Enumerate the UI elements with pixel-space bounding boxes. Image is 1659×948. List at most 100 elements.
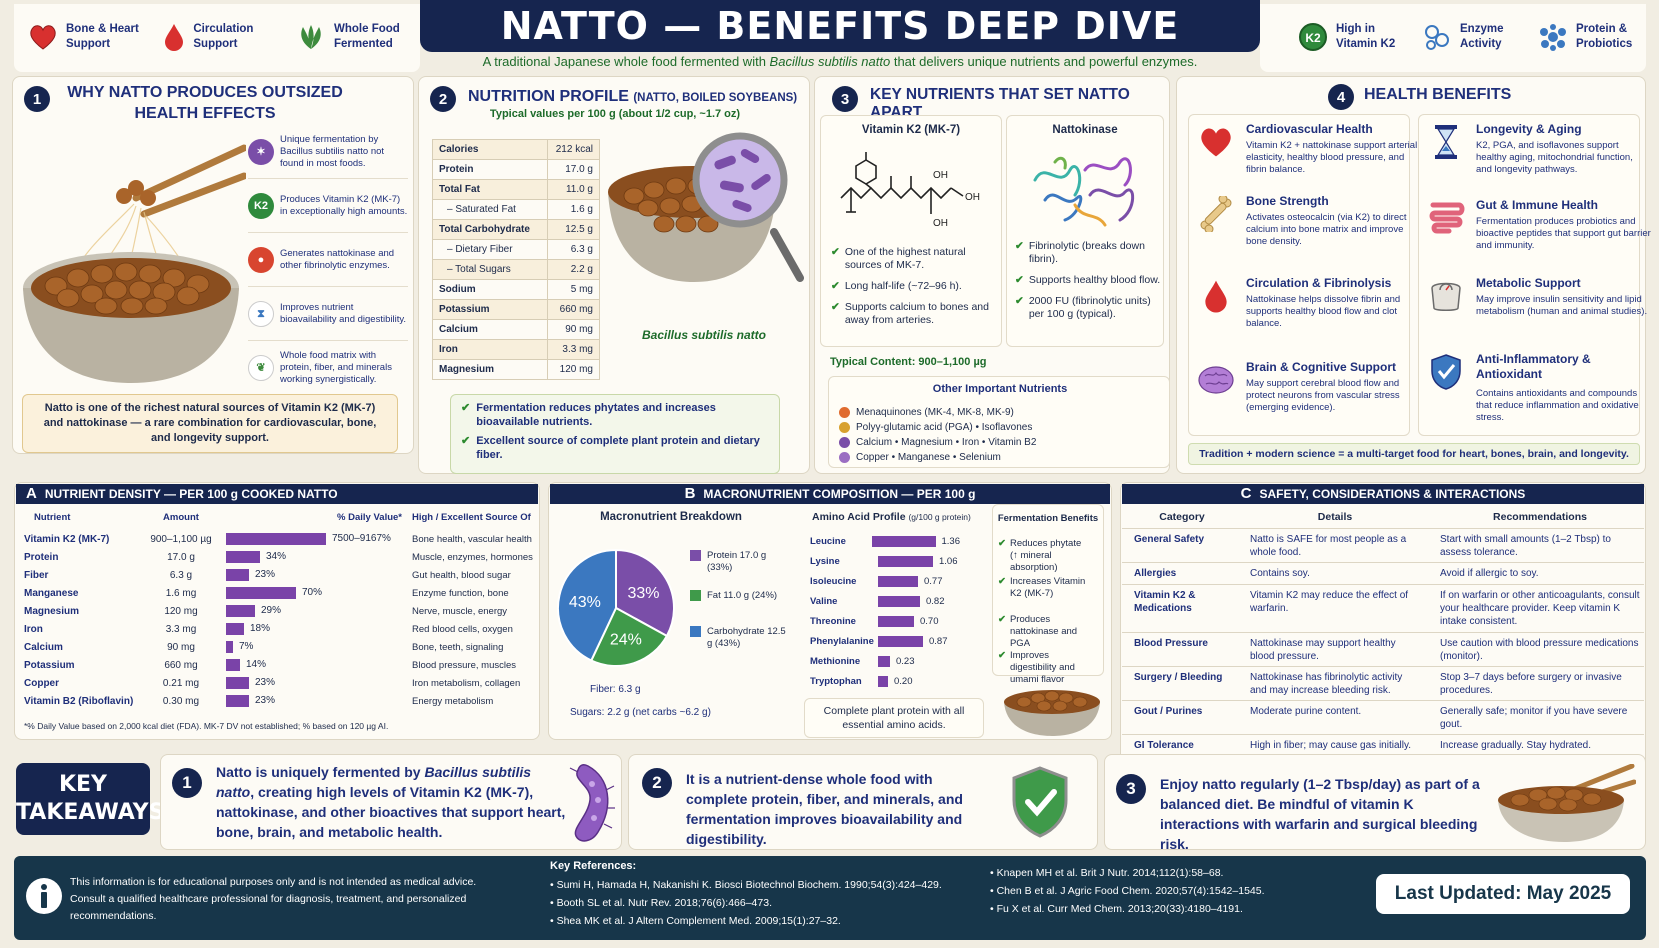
safety-details: Nattokinase may support healthy blood pr… <box>1250 638 1396 662</box>
safety-category: Gout / Purines <box>1134 706 1203 717</box>
pie-slice-label: 43% <box>569 594 601 611</box>
fermentation-card <box>992 504 1104 676</box>
bullet: ✔ 2000 FU (fibrinolytic units) per 100 g … <box>1015 295 1161 321</box>
list-item: Copper • Manganese • Selenium <box>839 450 1159 465</box>
nutrient-label: Magnesium <box>432 359 548 380</box>
pie-slice-protein <box>615 548 675 638</box>
dv-percent: 29% <box>261 605 282 616</box>
nutrient-amount: 17.0 g <box>167 551 195 563</box>
benefit-title: Brain & Cognitive Support <box>1246 360 1396 374</box>
k2-molecule-diagram: OH OH OH <box>840 152 980 229</box>
table-row: – Dietary Fiber 6.3 g <box>432 239 600 260</box>
list-item: ⧗ Improves nutrient bioavailability and d… <box>248 287 408 341</box>
list-item: Menaquinones (MK-4, MK-8, MK-9) <box>839 405 1159 420</box>
check-icon: ✔ <box>998 576 1006 587</box>
panel3-number: 3 <box>832 86 858 112</box>
table-row: Fiber 6.3 g 23% Gut health, blood sugar <box>24 566 534 584</box>
amino-name: Leucine <box>810 535 846 547</box>
legend-label: Fat 11.0 g (24%) <box>707 590 778 601</box>
amino-bar <box>878 575 918 587</box>
bullet-text: 2000 FU (fibrinolytic units) per 100 g (… <box>1028 295 1151 320</box>
check-icon: ✔ <box>998 650 1006 661</box>
list-item: ✶ Unique fermentation by Bacillus subtili… <box>248 125 408 179</box>
safety-col-header-category: Category <box>1159 511 1205 523</box>
dv-bar <box>226 695 249 707</box>
fermentation-item-text: Produces nattokinase and PGA <box>1009 614 1078 649</box>
source-of: Gut health, blood sugar <box>412 569 511 581</box>
safety-recommendation: Start with small amounts (1–2 Tbsp) to a… <box>1440 534 1611 558</box>
benefit-desc: K2, PGA, and isoflavones support healthy… <box>1476 140 1633 175</box>
section-letter: B <box>684 485 696 502</box>
nutrient-amount: 1.6 mg <box>165 587 197 599</box>
dv-bar <box>226 623 244 635</box>
list-item-text: Improves nutrient bioavailability and di… <box>280 301 407 325</box>
nutrient-label: Total Carbohydrate <box>432 219 548 240</box>
section-c-header: C SAFETY, CONSIDERATIONS & INTERACTIONS <box>1122 484 1644 504</box>
k2-icon: K2 <box>1298 22 1328 52</box>
check-item-text: Fermentation reduces phytates and increa… <box>476 402 716 428</box>
nutrient-name: Fiber <box>24 569 49 581</box>
heart-icon <box>28 22 58 52</box>
header-item-label: Circulation Support <box>193 23 254 50</box>
pie-slice-label: 24% <box>610 631 642 648</box>
panel1-callout: Natto is one of the richest natural sour… <box>22 394 398 453</box>
list-item-text: Generates nattokinase and other fibrinol… <box>280 247 395 271</box>
table-row: Vitamin K2 (MK-7) 900–1,100 µg 7500–9167% B… <box>24 530 534 548</box>
amino-value: 0.20 <box>894 675 913 687</box>
source-of: Bone health, vascular health <box>412 533 532 545</box>
nutrient-value: 660 mg <box>547 299 600 320</box>
table-header-row: Nutrient Amount % Daily Value* High / Excel… <box>24 508 534 526</box>
nutrient-name: Potassium <box>24 659 75 671</box>
nutrient-value: 212 kcal <box>547 139 600 160</box>
panel2-title: NUTRITION PROFILE (NATTO, BOILED SOYBEAN… <box>468 88 808 106</box>
header-item-label: Bone & Heart Support <box>66 23 139 50</box>
safety-recommendation: Stop 3–7 days before surgery or invasive… <box>1440 672 1622 696</box>
list-item-text: Whole food matrix with protein, fiber, a… <box>280 350 392 385</box>
table-row: Vitamin B2 (Riboflavin) 0.30 mg 23% Energy … <box>24 692 534 710</box>
nattokinase-bullets: ✔ Fibrinolytic (breaks down fibrin). ✔ Sup… <box>1015 240 1161 329</box>
amino-name: Phenylalanine <box>810 635 874 647</box>
check-icon: ✔ <box>461 435 471 447</box>
reference-text: Booth SL et al. Nutr Rev. 2018;76(6):466… <box>556 897 772 909</box>
legend-swatch <box>690 590 701 601</box>
list-item-text: Menaquinones (MK-4, MK-8, MK-9) <box>856 407 1014 418</box>
list-item-text: Unique fermentation by Bacillus subtilis… <box>280 133 385 169</box>
sugars-note: Sugars: 2.2 g (net carbs ~6.2 g) <box>570 707 711 718</box>
source-of: Blood pressure, muscles <box>412 659 517 671</box>
disclaimer: This information is for educational purp… <box>70 876 477 922</box>
header-item-bone-heart: Bone & Heart Support <box>28 22 148 52</box>
shield-check-icon <box>1012 766 1068 838</box>
k2-card-title: Vitamin K2 (MK-7) <box>861 124 961 136</box>
blood-drop-icon <box>1196 276 1236 316</box>
nutrient-dot-icon <box>839 437 850 448</box>
source-of: Iron metabolism, collagen <box>412 677 521 689</box>
safety-category: General Safety <box>1134 534 1205 545</box>
bacteria-icon <box>569 764 615 842</box>
table-row: Calories 212 kcal <box>432 139 600 160</box>
k2-card: Vitamin K2 (MK-7) OH OH OH ✔ One of the h… <box>820 115 1002 347</box>
panel2-number: 2 <box>430 86 456 112</box>
check-icon: ✔ <box>1015 240 1024 252</box>
table-row: Potassium 660 mg 14% Blood pressure, muscle… <box>24 656 534 674</box>
dv-bar-track: 23% <box>226 677 406 689</box>
bullet: ✔ Fibrinolytic (breaks down fibrin). <box>1015 240 1161 266</box>
hourglass-icon <box>1426 122 1466 162</box>
scale-icon <box>1426 276 1466 316</box>
header-item-probiotics: Protein & Probiotics <box>1538 22 1643 52</box>
table-row: Blood Pressure Nattokinase may support he… <box>1122 632 1644 666</box>
check-icon: ✔ <box>998 614 1006 625</box>
amino-bar-row: Threonine 0.70 <box>810 612 960 630</box>
benefit-title: Bone Strength <box>1246 194 1329 208</box>
legend-label: Carbohydrate 12.5 g (43%) <box>707 626 786 649</box>
fermentation-item: ✔ Increases Vitamin K2 (MK-7) <box>998 576 1090 600</box>
safety-recommendation: Avoid if allergic to soy. <box>1440 568 1539 579</box>
amino-name: Tryptophan <box>810 675 862 687</box>
dv-percent: 14% <box>246 659 267 670</box>
k2-bullets: ✔ One of the highest natural sources of M… <box>831 246 996 335</box>
benefit-desc: Nattokinase helps dissolve fibrin and su… <box>1246 294 1401 329</box>
amino-bar <box>878 555 933 567</box>
natto-magnifier-illustration <box>604 132 804 332</box>
references-right: • Knapen MH et al. Brit J Nutr. 2014;112… <box>990 864 1265 918</box>
col-header: High / Excellent Source Of <box>412 511 531 523</box>
bullet: ✔ Long half-life (~72–96 h). <box>831 280 996 293</box>
